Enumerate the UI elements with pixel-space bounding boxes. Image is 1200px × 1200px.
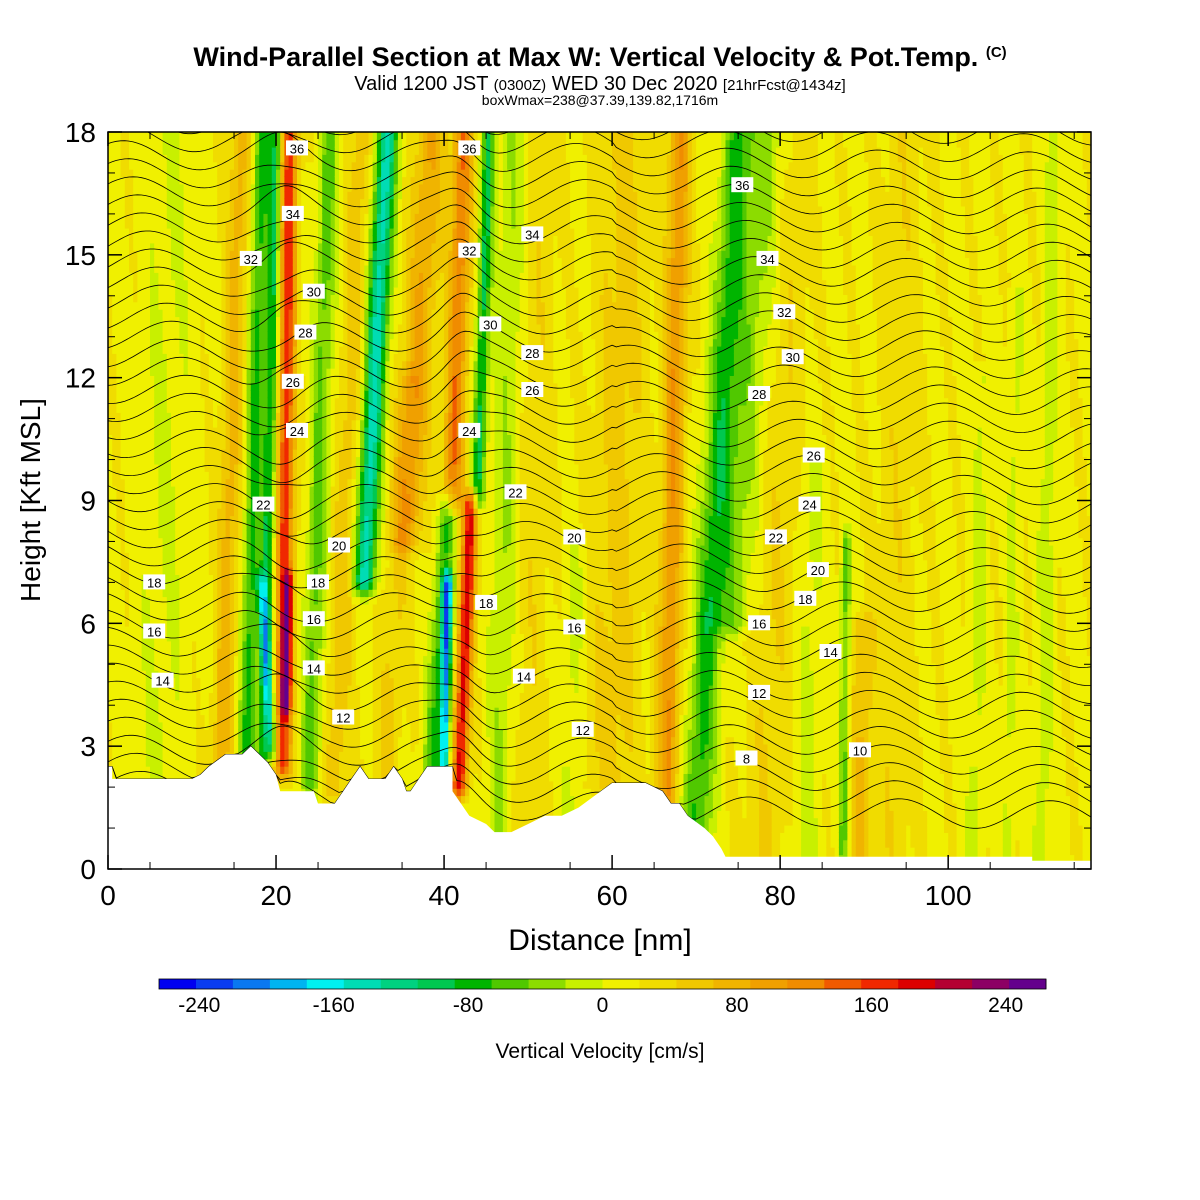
cross-section-chart: 36 363634343432323230303028282826262624 24… [0, 0, 1200, 1200]
